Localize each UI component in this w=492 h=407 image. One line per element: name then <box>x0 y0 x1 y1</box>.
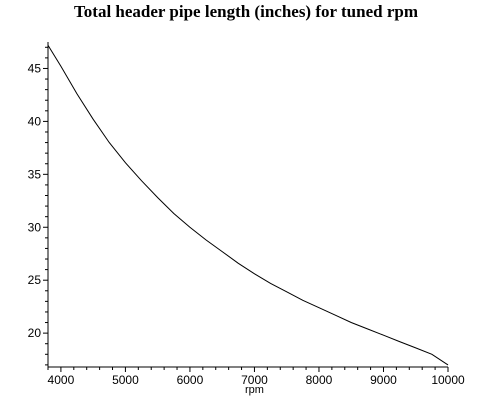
y-tick-label: 30 <box>28 220 42 234</box>
x-tick-label: 5000 <box>112 373 139 387</box>
y-tick-label: 25 <box>28 273 42 287</box>
x-tick-label: 6000 <box>177 373 204 387</box>
x-tick-label: 8000 <box>306 373 333 387</box>
axes <box>47 42 448 368</box>
y-tick-label: 35 <box>28 167 42 181</box>
x-tick-label: 7000 <box>241 373 268 387</box>
tick-labels: 20 25 30 35 40 45 4000 5000 6000 7000 8000 9000 1000… <box>28 61 465 387</box>
chart-title: Total header pipe length (inches) for tu… <box>74 2 418 21</box>
x-tick-label: 10000 <box>431 373 465 387</box>
x-tick-label: 4000 <box>48 373 75 387</box>
series-group <box>47 44 449 366</box>
y-tick-label: 45 <box>28 61 42 75</box>
series-line <box>47 44 449 366</box>
tick-marks <box>43 46 449 372</box>
x-axis-label: rpm <box>245 384 264 396</box>
x-tick-label: 9000 <box>370 373 397 387</box>
y-tick-label: 40 <box>28 114 42 128</box>
y-tick-label: 20 <box>28 326 42 340</box>
